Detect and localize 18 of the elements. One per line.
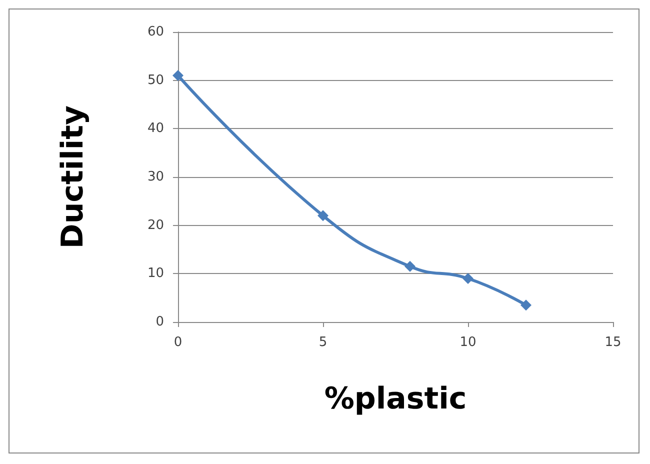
point	[520, 300, 532, 311]
x-tick-label: 5	[318, 335, 328, 350]
point	[462, 273, 474, 284]
point	[172, 70, 184, 81]
x-tick-label: 15	[604, 335, 622, 350]
x-axis-title: %plastic	[324, 382, 467, 416]
point	[404, 260, 416, 272]
point	[318, 210, 328, 222]
y-tick-label: 20	[147, 218, 164, 233]
x-tick-label: 0	[174, 335, 182, 350]
y-tick-label: 0	[156, 314, 164, 330]
y-tick-label: 50	[147, 72, 164, 88]
x-tick-label: 10	[460, 335, 476, 350]
y-axis-title: Ductility	[56, 104, 90, 249]
y-tick-label: 30	[147, 170, 164, 184]
y-tick-label: 40	[147, 121, 164, 136]
y-tick-label: 60	[147, 24, 164, 40]
y-tick-label: 10	[147, 266, 164, 282]
